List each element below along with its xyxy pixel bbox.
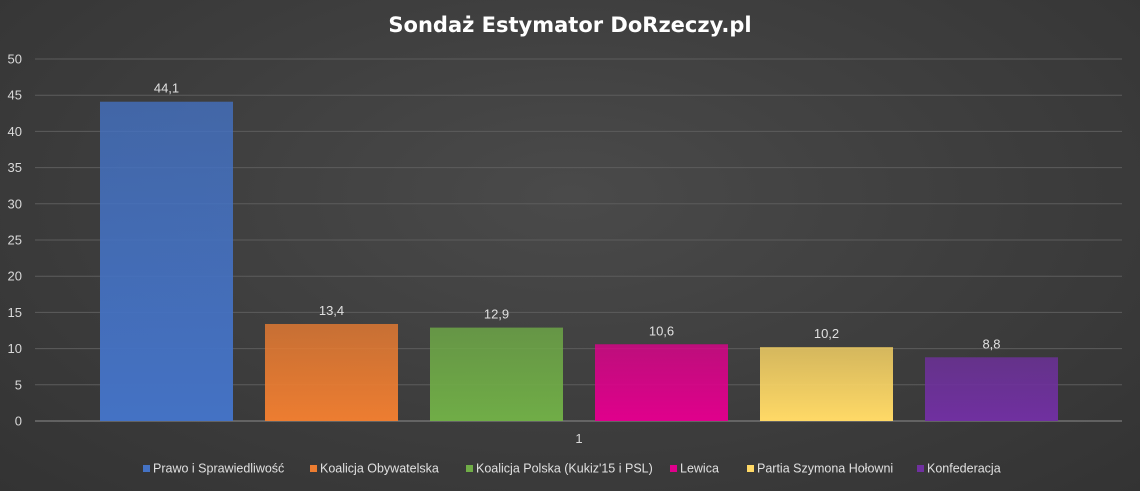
data-label: 8,8 xyxy=(982,336,1000,351)
data-label: 10,2 xyxy=(814,326,839,341)
legend-swatch xyxy=(310,465,317,472)
legend-swatch xyxy=(747,465,754,472)
data-label: 12,9 xyxy=(484,307,509,322)
y-tick-label: 40 xyxy=(8,124,22,139)
data-labels: 44,1 13,4 12,9 10,6 10,2 8,8 xyxy=(154,81,1001,352)
data-label: 44,1 xyxy=(154,81,179,96)
chart-title: Sondaż Estymator DoRzeczy.pl xyxy=(388,13,751,37)
legend-item: Konfederacja xyxy=(917,462,1001,476)
legend-label: Partia Szymona Hołowni xyxy=(757,462,893,476)
legend-item: Koalicja Polska (Kukiz'15 i PSL) xyxy=(466,462,653,476)
x-axis-ticks: 1 xyxy=(575,431,582,446)
legend-swatch xyxy=(917,465,924,472)
legend: Prawo i Sprawiedliwość Koalicja Obywatels… xyxy=(143,462,1001,476)
legend-label: Prawo i Sprawiedliwość xyxy=(153,462,284,476)
bars xyxy=(100,101,1058,421)
legend-label: Lewica xyxy=(680,462,719,476)
legend-item: Koalicja Obywatelska xyxy=(310,462,439,476)
legend-label: Konfederacja xyxy=(927,462,1001,476)
data-label: 10,6 xyxy=(649,323,674,338)
y-tick-label: 5 xyxy=(15,377,22,392)
y-tick-label: 35 xyxy=(8,160,22,175)
y-tick-label: 15 xyxy=(8,305,22,320)
legend-label: Koalicja Polska (Kukiz'15 i PSL) xyxy=(476,462,653,476)
y-tick-label: 10 xyxy=(8,341,22,356)
y-tick-label: 0 xyxy=(15,414,22,429)
bar-partia-szymona-ho-owni xyxy=(760,347,893,421)
y-tick-label: 50 xyxy=(8,52,22,67)
legend-label: Koalicja Obywatelska xyxy=(320,462,439,476)
bar-koalicja-polska-kukiz-15-i-psl- xyxy=(430,327,563,421)
legend-item: Prawo i Sprawiedliwość xyxy=(143,462,284,476)
x-tick-label: 1 xyxy=(575,431,582,446)
bar-koalicja-obywatelska xyxy=(265,323,398,421)
data-label: 13,4 xyxy=(319,303,344,318)
legend-swatch xyxy=(143,465,150,472)
legend-item: Partia Szymona Hołowni xyxy=(747,462,893,476)
legend-swatch xyxy=(466,465,473,472)
y-tick-label: 45 xyxy=(8,88,22,103)
legend-item: Lewica xyxy=(670,462,719,476)
y-tick-label: 25 xyxy=(8,233,22,248)
y-axis-ticks: 0 5 10 15 20 25 30 35 40 45 50 xyxy=(8,52,22,429)
bar-lewica xyxy=(595,344,728,421)
y-tick-label: 30 xyxy=(8,196,22,211)
y-tick-label: 20 xyxy=(8,269,22,284)
bar-prawo-i-sprawiedliwo- xyxy=(100,101,233,421)
legend-swatch xyxy=(670,465,677,472)
bar-konfederacja xyxy=(925,357,1058,421)
